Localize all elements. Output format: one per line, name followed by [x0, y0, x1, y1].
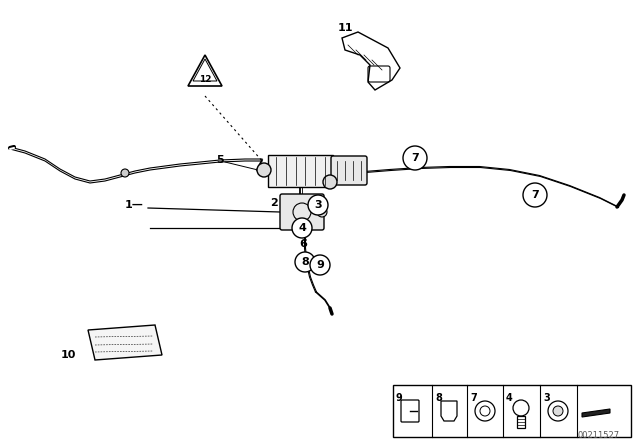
Text: 12: 12 — [199, 74, 211, 83]
Circle shape — [292, 218, 312, 238]
Circle shape — [295, 252, 315, 272]
Text: 1—: 1— — [125, 200, 144, 210]
Circle shape — [257, 163, 271, 177]
Text: 5: 5 — [216, 155, 224, 165]
Text: 8: 8 — [435, 393, 442, 403]
Circle shape — [310, 255, 330, 275]
Text: 3: 3 — [543, 393, 550, 403]
Text: 9: 9 — [396, 393, 403, 403]
Text: 7: 7 — [470, 393, 477, 403]
Text: 6: 6 — [299, 239, 307, 249]
Text: 11: 11 — [337, 23, 353, 33]
Text: 00211527: 00211527 — [578, 431, 620, 440]
Text: 2: 2 — [270, 198, 278, 208]
Text: 4: 4 — [298, 223, 306, 233]
Polygon shape — [188, 55, 222, 86]
Circle shape — [523, 183, 547, 207]
Circle shape — [121, 169, 129, 177]
Bar — [393, 385, 631, 437]
Bar — [517, 416, 525, 428]
Text: 3: 3 — [314, 200, 322, 210]
Polygon shape — [88, 325, 162, 360]
FancyBboxPatch shape — [280, 194, 324, 230]
Polygon shape — [582, 409, 610, 417]
Circle shape — [308, 195, 328, 215]
Circle shape — [317, 207, 327, 217]
Text: 8: 8 — [301, 257, 309, 267]
Bar — [268, 155, 333, 187]
Text: 9: 9 — [316, 260, 324, 270]
FancyBboxPatch shape — [331, 156, 367, 185]
Circle shape — [403, 146, 427, 170]
Circle shape — [553, 406, 563, 416]
Text: 7: 7 — [531, 190, 539, 200]
Text: 7: 7 — [411, 153, 419, 163]
Circle shape — [323, 175, 337, 189]
Text: 4: 4 — [506, 393, 513, 403]
Text: 10: 10 — [60, 350, 76, 360]
